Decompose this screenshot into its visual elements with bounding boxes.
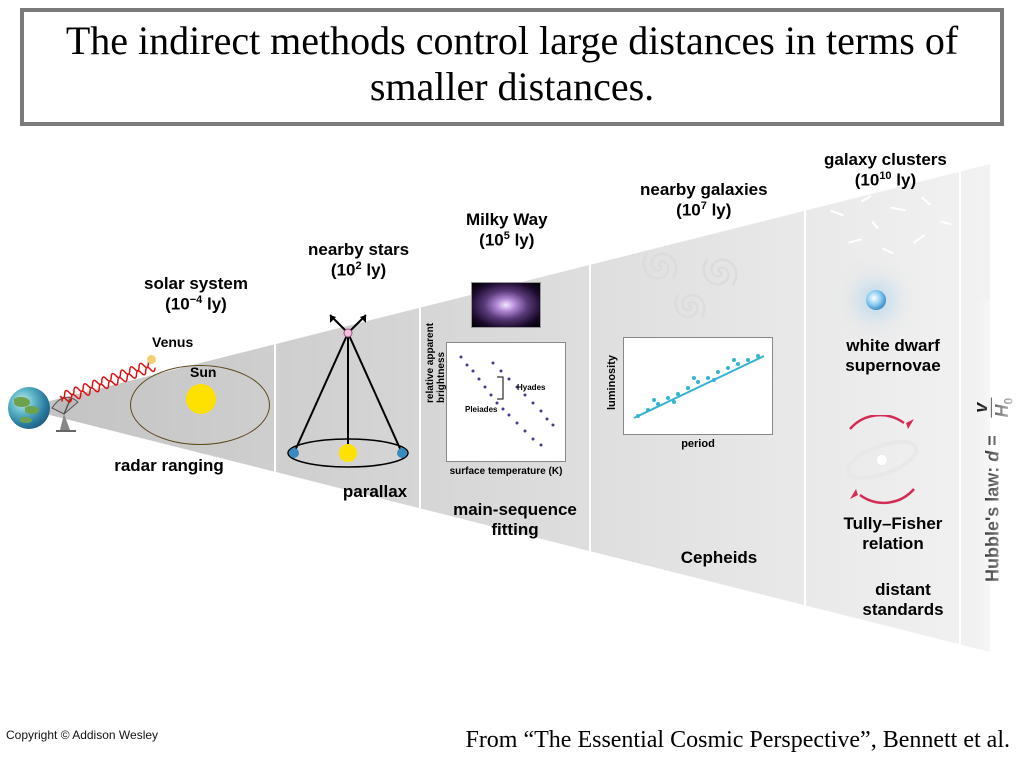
method-radar-label: radar ranging [104,456,234,476]
attribution-text: From “The Essential Cosmic Perspective”,… [465,727,1010,754]
section-label-galaxies: nearby galaxies(107 ly) [640,180,768,221]
method-parallax-label: parallax [310,482,440,502]
method-tf-label: Tully–Fisherrelation [828,514,958,554]
hubble-law-label: Hubble's law: d = vH0 [976,308,1010,654]
page-title: The indirect methods control large dista… [44,18,980,110]
method-cepheids-label: Cepheids [654,548,784,568]
copyright-text: Copyright © Addison Wesley [6,728,158,742]
method-msf-label: main-sequencefitting [450,500,580,540]
section-label-stars: nearby stars(102 ly) [308,240,409,281]
section-label-clusters: galaxy clusters(1010 ly) [824,150,947,191]
distance-ladder-diagram: Venus Sun relative apparentbrightness su… [0,150,1024,670]
white-dwarf-supernova-icon [852,276,900,324]
method-wdsn-label: white dwarfsupernovae [828,336,958,376]
section-label-mw: Milky Way(105 ly) [466,210,548,251]
section-label-solar: solar system(10−4 ly) [144,274,248,315]
title-box: The indirect methods control large dista… [20,8,1004,126]
tully-fisher-galaxy-icon [832,415,932,505]
method-distant-label: distantstandards [838,580,968,620]
